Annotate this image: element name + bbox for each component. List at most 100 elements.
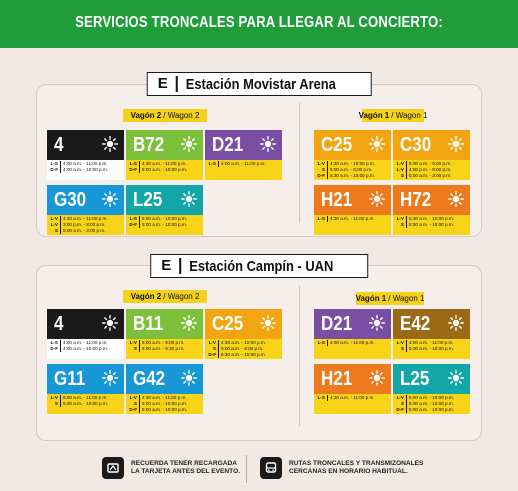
schedule-time: 6:00 a.m. - 11:00 p.m.: [63, 395, 108, 400]
schedule-days: D-F: [128, 222, 140, 228]
schedule-days: L-S: [49, 161, 61, 167]
route-schedule: L-S 4:00 a.m. - 11:00 p.m. D-F 4:00 a.m. - …: [47, 160, 124, 180]
route-schedule: L-V 4:30 a.m. - 11:00 p.m. L-V 3:00 p.m. - …: [47, 215, 124, 235]
route-card-c25: C25 L-V 4:30 a.m. - 10:00 p.m. S 5:00 a.m. -…: [314, 130, 391, 180]
schedule-days: L-V: [128, 340, 140, 346]
schedule-row: L-S 5:00 a.m. - 10:00 p.m.: [128, 216, 201, 222]
station-label: E Estación Movistar Arena: [146, 72, 372, 96]
schedule-row: D-F 5:00 a.m. - 10:00 p.m.: [128, 407, 201, 413]
wagon-label: Vagón 2 / Wagon 2: [123, 290, 207, 303]
schedule-row: L-V 5:00 a.m. - 9:00 p.m.: [395, 161, 468, 167]
schedule-days: L-V: [128, 395, 140, 401]
route-schedule: L-V 5:00 a.m. - 9:00 p.m. L-V 4:00 p.m. - 8…: [393, 160, 470, 180]
schedule-row: D-F 4:00 a.m. - 10:00 p.m.: [49, 346, 122, 352]
schedule-row: S 5:00 a.m. - 3:00 p.m.: [395, 173, 468, 179]
footer-line: LA TARJETA ANTES DEL EVENTO.: [131, 468, 241, 475]
schedule-days: L-V: [395, 340, 407, 346]
schedule-days: L-S: [49, 340, 61, 346]
schedule-time: 5:00 a.m. - 8:00 p.m.: [330, 167, 373, 172]
sun-icon: [101, 135, 119, 153]
schedule-days: S: [207, 346, 219, 352]
schedule-days: S: [395, 222, 407, 228]
wagon-rest: / Wagon 2: [163, 111, 200, 120]
route-code: C30: [400, 134, 432, 156]
schedule-time: 5:00 a.m. - 9:00 p.m.: [409, 161, 452, 166]
schedule-time: 4:00 a.m. - 10:00 p.m.: [63, 167, 108, 172]
schedule-days: L-V: [395, 216, 407, 222]
route-card-h21: H21 L-S 4:30 a.m. - 11:00 p.m.: [314, 364, 391, 414]
schedule-time: 4:00 a.m. - 11:00 p.m.: [221, 161, 266, 166]
schedule-time: 4:30 a.m. - 10:00 p.m.: [330, 161, 375, 166]
schedule-days: D-F: [316, 173, 328, 179]
route-card-h72: H72 L-V 5:30 a.m. - 10:00 p.m. S 5:00 a.m. -…: [393, 185, 470, 235]
schedule-days: S: [49, 228, 61, 234]
schedule-days: L-S: [207, 161, 219, 167]
route-schedule: L-V 4:30 a.m. - 10:00 p.m. S 5:00 a.m. - 8:…: [314, 160, 391, 180]
route-card-l25: L25 L-S 5:00 a.m. - 10:00 p.m. D-F 5:00 a.m.…: [126, 185, 203, 235]
route-code: H72: [400, 189, 432, 211]
schedule-time: 3:00 p.m. - 8:00 p.m.: [63, 222, 106, 227]
schedule-time: 5:30 a.m. - 10:00 p.m.: [221, 352, 266, 357]
station-name: Estación Movistar Arena: [185, 75, 336, 93]
schedule-days: D-F: [128, 167, 140, 173]
page-title: SERVICIOS TRONCALES PARA LLEGAR AL CONCI…: [75, 14, 443, 31]
wagon-label: Vagón 1 / Wagon 1: [356, 292, 424, 305]
route-code: C25: [321, 134, 353, 156]
schedule-days: S: [395, 401, 407, 407]
route-code: B72: [133, 134, 165, 156]
schedule-row: L-V 5:00 a.m. - 9:00 p.m.: [128, 340, 201, 346]
route-schedule: L-S 4:00 a.m. - 11:00 p.m.: [205, 160, 282, 180]
route-code: G30: [54, 189, 87, 211]
schedule-time: 5:00 a.m. - 10:00 p.m.: [409, 407, 454, 412]
schedule-time: 4:30 a.m. - 11:00 p.m.: [142, 395, 187, 400]
schedule-time: 5:30 a.m. - 10:00 p.m.: [330, 173, 375, 178]
wagon-divider: [299, 286, 300, 426]
station-mark: E: [161, 258, 182, 274]
schedule-time: 5:00 a.m. - 10:00 p.m.: [142, 222, 187, 227]
route-card-l25: L25 L-V 5:00 a.m. - 10:00 p.m. S 5:00 a.m. -…: [393, 364, 470, 414]
schedule-row: L-S 4:30 a.m. - 11:00 p.m.: [316, 395, 389, 401]
schedule-days: S: [316, 167, 328, 173]
sun-icon: [447, 369, 465, 387]
schedule-time: 6:30 a.m. - 10:00 p.m.: [63, 401, 108, 406]
route-card-c25: C25 L-V 4:30 a.m. - 10:00 p.m. S 5:00 a.m. -…: [205, 309, 282, 359]
route-schedule: L-V 4:30 a.m. - 11:00 p.m. S 5:00 a.m. - 10…: [126, 394, 203, 414]
schedule-row: L-V 4:30 a.m. - 10:00 p.m.: [207, 340, 280, 346]
schedule-days: D-F: [207, 352, 219, 358]
schedule-time: 5:00 a.m. - 3:00 p.m.: [409, 173, 452, 178]
route-code: L25: [400, 368, 430, 390]
schedule-time: 4:00 a.m. - 11:00 p.m.: [63, 161, 108, 166]
schedule-row: L-S 4:00 a.m. - 11:00 p.m.: [49, 340, 122, 346]
route-schedule: L-V 6:00 a.m. - 11:00 p.m. S 6:30 a.m. - 10…: [47, 394, 124, 414]
schedule-time: 4:00 a.m. - 11:00 p.m.: [63, 340, 108, 345]
sun-icon: [101, 314, 119, 332]
schedule-row: D-F 5:00 a.m. - 10:00 p.m.: [395, 407, 468, 413]
schedule-row: S 5:00 a.m. - 3:00 p.m.: [49, 228, 122, 234]
schedule-time: 5:00 a.m. - 10:00 p.m.: [142, 401, 187, 406]
schedule-time: 5:00 a.m. - 10:00 p.m.: [409, 395, 454, 400]
route-schedule: L-S 4:00 a.m. - 11:00 p.m.: [314, 339, 391, 359]
route-code: C25: [212, 313, 244, 335]
route-card-e42: E42 L-V 4:00 a.m. - 11:00 p.m. S 5:00 a.m. -…: [393, 309, 470, 359]
route-code: 4: [54, 313, 64, 335]
schedule-days: S: [128, 346, 140, 352]
route-code: G42: [133, 368, 166, 390]
wagon-rest: / Wagon 1: [388, 294, 425, 303]
route-code: H21: [321, 189, 353, 211]
footer-line: RECUERDA TENER RECARGADA: [131, 459, 237, 467]
schedule-row: L-V 4:00 a.m. - 11:00 p.m.: [395, 340, 468, 346]
schedule-row: S 5:00 a.m. - 10:00 p.m.: [395, 401, 468, 407]
schedule-days: L-S: [128, 161, 140, 167]
schedule-days: S: [395, 346, 407, 352]
route-code: E42: [400, 313, 431, 335]
sun-icon: [180, 314, 198, 332]
schedule-time: 4:00 a.m. - 10:00 p.m.: [63, 346, 108, 351]
schedule-days: D-F: [49, 346, 61, 352]
header-banner: SERVICIOS TRONCALES PARA LLEGAR AL CONCI…: [0, 0, 518, 48]
schedule-days: L-S: [316, 216, 328, 222]
route-card-g11: G11 L-V 6:00 a.m. - 11:00 p.m. S 6:30 a.m. -…: [47, 364, 124, 414]
schedule-row: D-F 5:00 a.m. - 10:00 p.m.: [128, 167, 201, 173]
footer-line: RUTAS TRONCALES Y TRANSMIZONALES: [289, 459, 424, 467]
footer-divider: [246, 455, 247, 483]
schedule-row: S 5:00 a.m. - 10:00 p.m.: [128, 401, 201, 407]
